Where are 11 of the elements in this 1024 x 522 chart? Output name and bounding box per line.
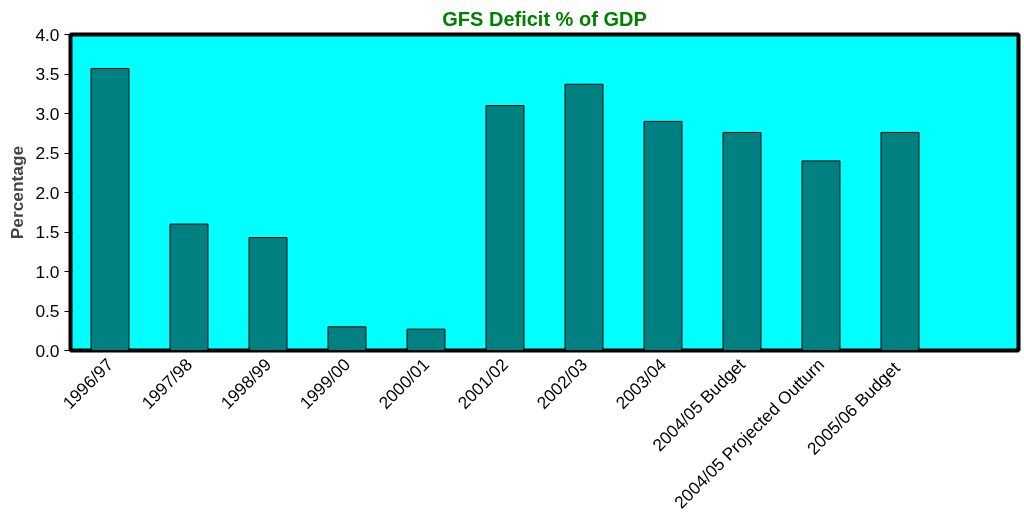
y-tick-label: 4.0 <box>35 24 60 45</box>
y-axis-title: Percentage <box>7 145 28 240</box>
y-tick-label: 3.5 <box>35 64 60 84</box>
y-tick-label: 2.0 <box>35 182 60 203</box>
y-tick-label: 0.5 <box>35 301 60 321</box>
y-tick-label: 1.5 <box>35 222 60 242</box>
chart-title: GFS Deficit % of GDP <box>442 7 647 30</box>
y-tick-label: 3.0 <box>35 103 60 124</box>
y-tick-label: 0.0 <box>35 340 60 361</box>
y-tick-label: 2.5 <box>35 143 60 163</box>
y-tick-label: 1.0 <box>35 261 60 282</box>
